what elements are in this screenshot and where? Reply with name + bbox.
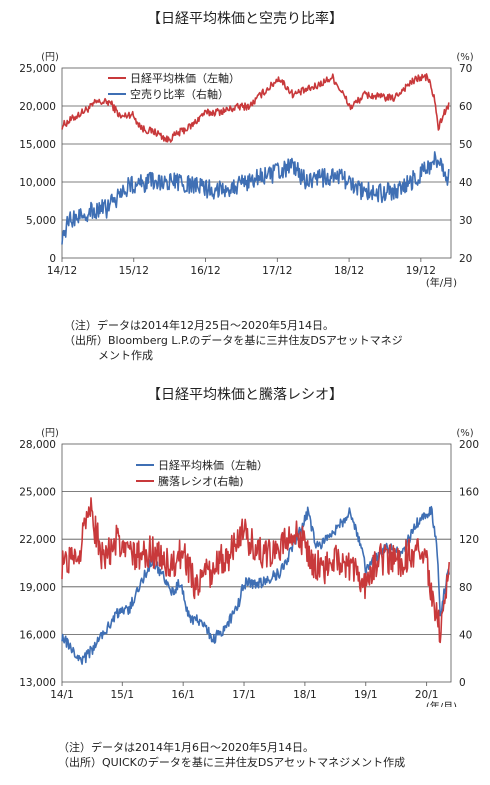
chart-2-x-unit: (年/月) — [426, 700, 457, 707]
chart-1-series-line — [61, 151, 450, 245]
chart-2-series-line — [61, 505, 450, 665]
chart-1-notes: （注）データは2014年12月25日～2020年5月14日。 （出所）Bloom… — [64, 318, 403, 363]
chart-1-legend-label: 空売り比率（右軸） — [130, 87, 229, 101]
chart-2-legend-label: 騰落レシオ(右軸) — [158, 474, 244, 488]
chart-1-x-tick: 19/12 — [406, 265, 436, 277]
chart-2-x-tick: 20/1 — [415, 689, 439, 701]
chart-1-left-tick: 15,000 — [19, 139, 56, 151]
chart-1-note-line: （注）データは2014年12月25日～2020年5月14日。 — [64, 319, 334, 332]
chart-1-left-tick: 10,000 — [19, 177, 56, 189]
chart-2-left-tick: 19,000 — [19, 582, 56, 594]
chart-2-right-tick: 160 — [459, 487, 479, 499]
chart-1-right-tick: 60 — [459, 101, 472, 113]
chart-2-right-tick: 200 — [459, 439, 479, 451]
chart-1-x-unit: (年/月) — [426, 276, 457, 289]
chart-1-x-tick: 14/12 — [47, 265, 77, 277]
chart-2-notes: （注）データは2014年1月6日～2020年5月14日。 （出所）QUICKのデ… — [58, 740, 405, 770]
chart-2-plot: (円) (%) 13,000 0 16,000 40 19,000 80 22,000 120 25… — [19, 428, 479, 707]
chart-2-right-tick: 40 — [459, 629, 472, 641]
chart-1-left-tick: 20,000 — [19, 101, 56, 113]
chart-1-plot-frame — [61, 67, 452, 259]
chart-2-left-unit: (円) — [41, 428, 59, 439]
chart-1-x-tick: 18/12 — [334, 265, 364, 277]
chart-2-x-tick: 18/1 — [293, 689, 317, 701]
chart-1-x-tick: 16/12 — [190, 265, 220, 277]
chart-2-right-tick: 80 — [459, 582, 472, 594]
chart-2-left-tick: 25,000 — [19, 487, 56, 499]
chart-1-source-line-cont: メント作成 — [98, 349, 153, 362]
chart-1-right-tick: 20 — [459, 253, 472, 265]
chart-2-x-tick: 19/1 — [354, 689, 378, 701]
chart-2-x-tick: 15/1 — [110, 689, 134, 701]
chart-1-left-tick: 25,000 — [19, 63, 56, 75]
chart-2-left-tick: 16,000 — [19, 629, 56, 641]
chart-2-note-line: （注）データは2014年1月6日～2020年5月14日。 — [58, 741, 314, 754]
chart-1-left-tick: 0 — [49, 253, 56, 265]
chart-2-legend-label: 日経平均株価（左軸） — [158, 458, 268, 472]
chart-2-right-unit: (%) — [456, 428, 473, 439]
chart-1-left-tick: 5,000 — [26, 215, 56, 227]
chart-2-title: 【日経平均株価と騰落レシオ】 — [147, 387, 343, 403]
chart-2-left-tick: 28,000 — [19, 439, 56, 451]
chart-1-right-tick: 30 — [459, 215, 472, 227]
chart-2-source-line: （出所）QUICKのデータを基に三井住友DSアセットマネジメント作成 — [58, 756, 406, 769]
chart-1-right-tick: 50 — [459, 139, 472, 151]
chart-2-right-tick: 0 — [459, 677, 466, 689]
chart-1-x-tick: 17/12 — [262, 265, 292, 277]
chart-1-series-line — [61, 73, 450, 143]
chart-1-left-unit: (円) — [41, 52, 59, 63]
chart-1-title: 【日経平均株価と空売り比率】 — [147, 11, 343, 27]
chart-1-x-tick: 15/12 — [119, 265, 149, 277]
chart-2-left-tick: 13,000 — [19, 677, 56, 689]
chart-2-series-line — [61, 497, 450, 644]
chart-1-plot: (円) (%) 0 20 5,000 30 10,000 40 15,000 50 20,000 60… — [19, 52, 473, 289]
chart-2-left-tick: 22,000 — [19, 534, 56, 546]
chart-1-source-line: （出所）Bloomberg L.P.のデータを基に三井住友DSアセットマネジ — [64, 334, 403, 347]
chart-2-x-tick: 14/1 — [50, 689, 74, 701]
chart-1-right-tick: 70 — [459, 63, 472, 75]
chart-1-legend-label: 日経平均株価（左軸） — [130, 71, 240, 85]
chart-2-right-tick: 120 — [459, 534, 479, 546]
chart-2-x-tick: 16/1 — [171, 689, 195, 701]
chart-1-right-tick: 40 — [459, 177, 472, 189]
chart-2-x-tick: 17/1 — [232, 689, 256, 701]
chart-1-right-unit: (%) — [456, 52, 473, 63]
